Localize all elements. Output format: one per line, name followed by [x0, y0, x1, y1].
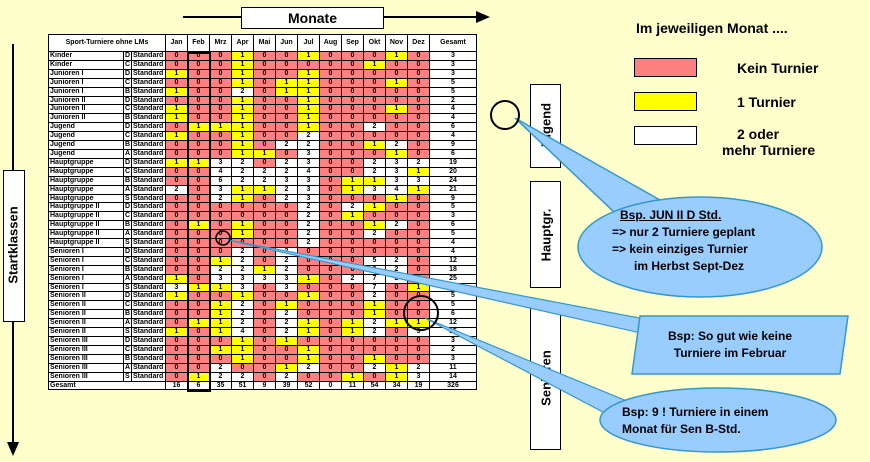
callout-1-text: Bsp. JUN II D Std. => nur 2 Turniere gep… — [612, 207, 755, 275]
callout-3-text: Bsp: 9 ! Turniere in einem Monat für Sen… — [622, 404, 768, 438]
table-row: Hauptgruppe A Standard 2 0 3 1 1 2 3 0 1 3 4 1 21 — [48, 184, 477, 195]
callout-2-line-1: Bsp: So gut wie keine — [668, 329, 793, 343]
table-title: Sport-Turniere ohne LMs — [48, 34, 166, 52]
callout-1-circle — [490, 100, 520, 130]
months-axis-label: Monate — [241, 7, 384, 29]
table-row: Jugend D Standard 0 1 1 1 0 0 1 0 0 2 0 0 6 — [48, 122, 477, 133]
callout-2-bubble — [631, 315, 849, 375]
table-row: Jugend A Standard 0 0 0 1 1 0 3 0 0 0 1 0 6 — [48, 148, 477, 159]
callout-3-circle — [403, 295, 439, 331]
table-row: Senioren III B Standard 0 0 0 1 0 0 1 0 0 1 0 0 3 — [48, 353, 477, 364]
cell-total: 20 — [429, 166, 477, 177]
legend-swatch-none — [634, 58, 697, 77]
callout-1-line-1: Bsp. JUN II D Std. — [620, 208, 722, 222]
tournament-table: Sport-Turniere ohne LMs Jan Feb Mrz Apr Mai Ju… — [48, 34, 477, 391]
callout-1-bubble — [577, 196, 823, 298]
table-row: Hauptgruppe II A Standard 0 0 0 1 0 0 2 0 0 2 0 0 5 — [48, 229, 477, 240]
table-row: Junioren I D Standard 1 0 0 1 0 0 1 0 0 0 0 0 3 — [48, 68, 477, 79]
cell-total: 21 — [429, 184, 477, 195]
callout-3-line-1: Bsp: 9 ! Turniere in einem — [622, 405, 769, 419]
column-header-jun: Jun — [275, 34, 298, 52]
column-header-gesamt: Gesamt — [429, 34, 477, 52]
column-header-jan: Jan — [165, 34, 188, 52]
cell-total: 9 — [429, 193, 477, 204]
callout-1-line-3: => kein einziges Turnier — [612, 242, 748, 256]
legend-label-two-line2: mehr Turniere — [722, 142, 816, 158]
cell-total: 24 — [429, 175, 477, 186]
cell-total: 4 — [429, 131, 477, 142]
cell-total: 9 — [429, 140, 477, 150]
table-row: Hauptgruppe II D Standard 0 0 0 0 0 0 2 0 2 1 0 0 5 — [48, 202, 477, 213]
callout-2-line-2: Turniere im Februar — [673, 346, 787, 360]
callout-1-pointer — [514, 117, 662, 213]
table-row: Jugend C Standard 1 0 0 1 0 0 2 0 0 0 0 0 4 — [48, 131, 477, 142]
table-row: Hauptgruppe D Standard 1 1 3 2 0 2 3 0 0 2 3 2 19 — [48, 157, 477, 168]
legend-label-none: Kein Turnier — [737, 60, 819, 76]
table-row: Hauptgruppe II B Standard 0 1 0 1 0 0 2 0 0 1 2 0 6 — [48, 220, 477, 231]
total-gesamt: 326 — [429, 380, 477, 391]
cell-total: 6 — [429, 148, 477, 159]
start-classes-label-box — [3, 170, 25, 322]
legend-swatch-one — [634, 92, 697, 111]
callout-3-pointer — [424, 317, 636, 421]
side-label-hauptgruppe: Hauptgr. — [530, 181, 561, 288]
table-row: Jugend B Standard 0 0 0 1 0 2 2 0 0 1 2 0 9 — [48, 140, 477, 150]
column-header-dez: Dez — [407, 34, 430, 52]
table-row: Hauptgruppe C Standard 0 0 4 2 2 2 4 0 0 2 3 1 20 — [48, 166, 477, 177]
legend-title: Im jeweiligen Monat .... — [636, 20, 788, 36]
cell-total: 6 — [429, 122, 477, 133]
table-row: Senioren ICStandard00120200052012 — [48, 255, 477, 266]
callout-2-text: Bsp: So gut wie keine Turniere im Februa… — [668, 328, 792, 362]
table-row: Hauptgruppe II C Standard 0 0 0 0 0 0 2 0 1 0 0 0 3 — [48, 211, 477, 222]
legend-swatch-two — [634, 126, 697, 145]
table-row: Hauptgruppe S Standard 0 0 2 1 0 2 3 0 0 0 1 0 9 — [48, 193, 477, 204]
callout-1-line-4: im Herbst Sept-Dez — [634, 259, 745, 273]
cell-total: 19 — [429, 157, 477, 168]
cell-total: 4 — [429, 238, 477, 248]
cell-total: 5 — [429, 229, 477, 240]
table-row: Hauptgruppe B Standard 0 0 6 2 2 3 3 0 1 1 3 3 24 — [48, 175, 477, 186]
table-row: Senioren III A Standard 0 0 2 0 0 1 2 0 0 2 1 2 11 — [48, 362, 477, 373]
column-header-jul: Jul — [297, 34, 320, 52]
table-row: Junioren II C Standard 1 0 0 1 0 0 1 0 0 0 1 0 4 — [48, 104, 477, 115]
table-row: Senioren II C Standard 0 0 1 2 0 1 0 0 0 1 0 0 5 — [48, 300, 477, 311]
callout-3-bubble — [599, 387, 837, 453]
callout-3-line-2: Monat für Sen B-Std. — [622, 422, 741, 436]
cell-total: 3 — [429, 211, 477, 222]
table-row: Senioren IDStandard0002020000004 — [48, 246, 477, 257]
table-row: Hauptgruppe IISStandard0000002000004 — [48, 238, 477, 248]
side-label-jugend: Jugend — [530, 84, 561, 168]
legend-label-one: 1 Turnier — [737, 94, 796, 110]
cell-total: 4 — [429, 246, 477, 257]
cell-total: 6 — [429, 220, 477, 231]
cell-total: 3 — [429, 51, 477, 61]
callout-2-circle — [215, 230, 231, 246]
callout-1-line-2: => nur 2 Turniere geplant — [612, 225, 756, 239]
legend-label-two: 2 oder — [737, 126, 780, 142]
cell-total: 5 — [429, 202, 477, 213]
table-row: Kinder D Standard 0 0 0 1 0 0 1 0 0 0 1 0 3 — [48, 51, 477, 61]
column-header-mai: Mai — [253, 34, 276, 52]
